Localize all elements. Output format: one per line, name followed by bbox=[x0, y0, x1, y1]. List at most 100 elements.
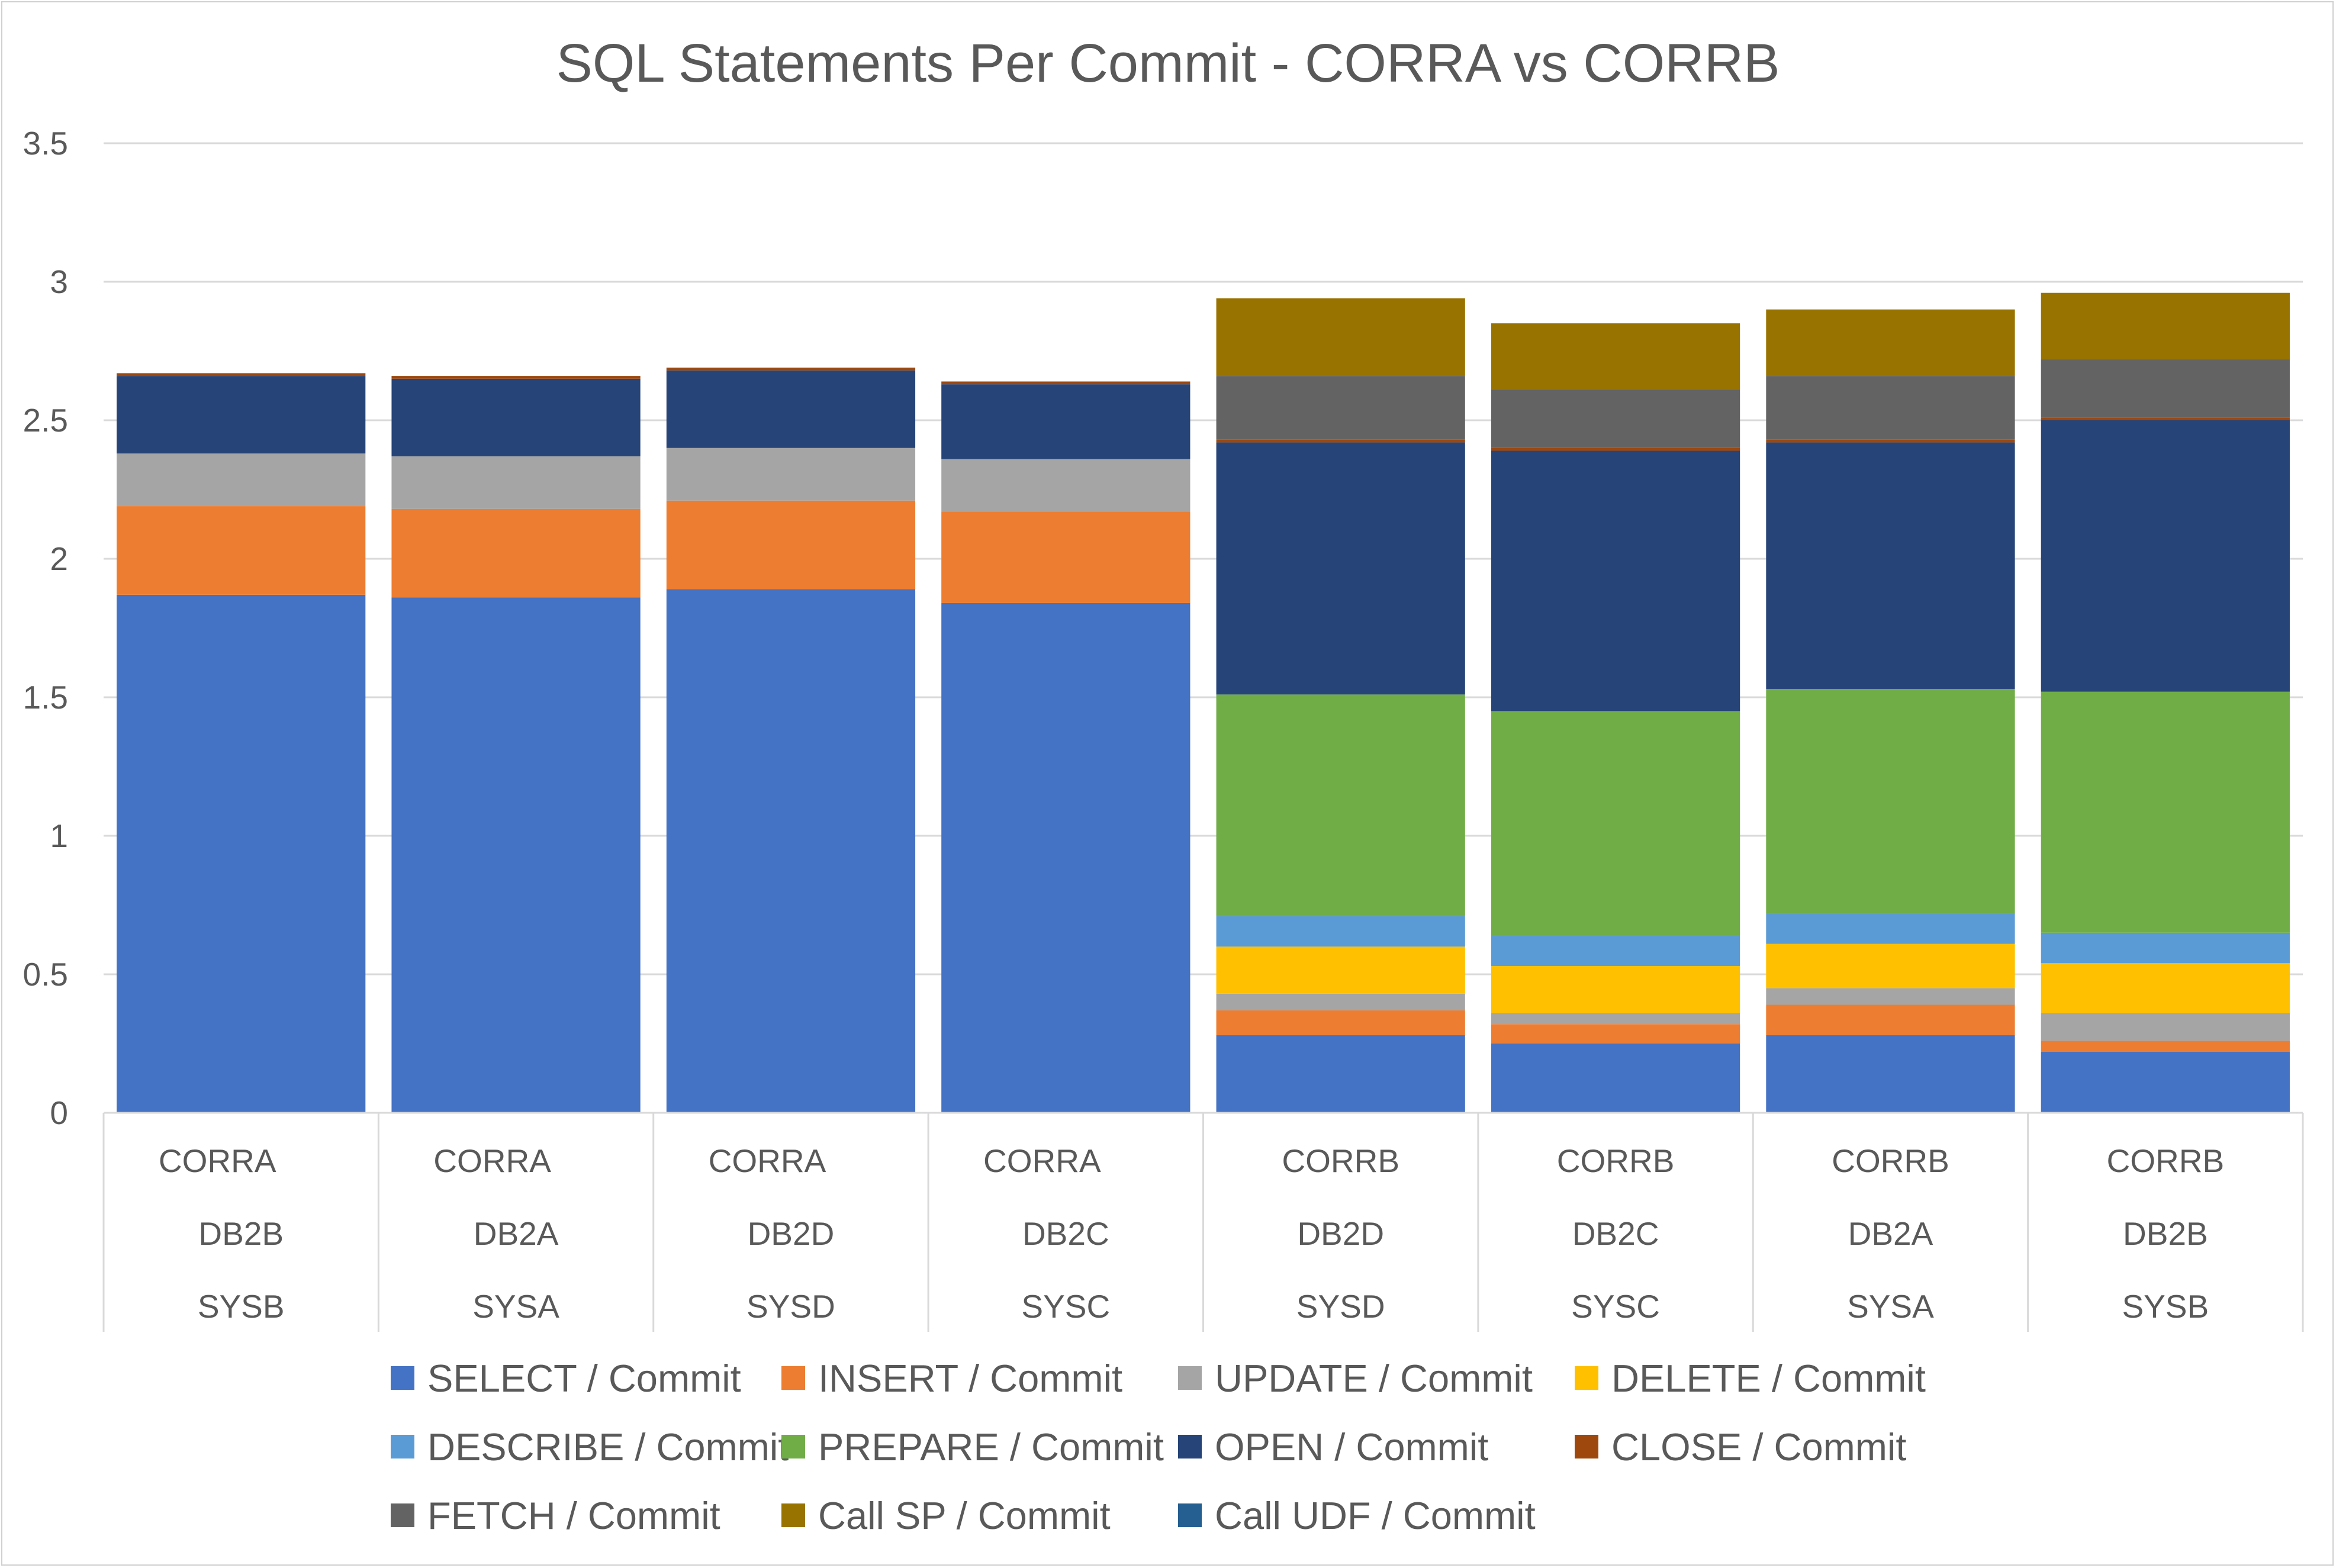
legend-label: Call UDF / Commit bbox=[1215, 1494, 1536, 1537]
bar-segment bbox=[117, 506, 366, 595]
y-tick-label: 1.5 bbox=[23, 679, 68, 716]
bar-segment bbox=[1216, 694, 1465, 916]
bar-segment bbox=[1491, 965, 1740, 1013]
x-category-label: SYSD bbox=[747, 1288, 835, 1325]
legend-item: INSERT / Commit bbox=[781, 1357, 1122, 1400]
y-tick-label: 0 bbox=[50, 1094, 68, 1131]
legend-label: FETCH / Commit bbox=[427, 1494, 720, 1537]
bar-segment bbox=[1216, 298, 1465, 376]
bar-segment bbox=[2041, 1052, 2290, 1113]
x-category-label: DB2A bbox=[474, 1215, 559, 1252]
bar-segment bbox=[1216, 376, 1465, 440]
bar-segment bbox=[1216, 946, 1465, 994]
legend-item: FETCH / Commit bbox=[391, 1494, 720, 1537]
bar-segment bbox=[1216, 993, 1465, 1010]
legend-label: PREPARE / Commit bbox=[818, 1425, 1164, 1469]
bar-segment bbox=[2041, 292, 2290, 360]
x-category-label: SYSA bbox=[472, 1288, 559, 1325]
x-category-label: SYSB bbox=[2122, 1288, 2209, 1325]
legend-label: DESCRIBE / Commit bbox=[427, 1425, 789, 1469]
bar-segment bbox=[1491, 323, 1740, 390]
legend-label: OPEN / Commit bbox=[1215, 1425, 1488, 1469]
legend-label: INSERT / Commit bbox=[818, 1357, 1122, 1400]
bar-stack bbox=[391, 376, 641, 1113]
bar-stack bbox=[666, 368, 916, 1113]
bar-stack bbox=[1216, 298, 1465, 1113]
x-category-label: CORRA bbox=[159, 1142, 276, 1179]
bar-segment bbox=[1216, 439, 1465, 443]
bar-segment bbox=[2041, 420, 2290, 692]
legend-label: UPDATE / Commit bbox=[1215, 1357, 1533, 1400]
legend-label: CLOSE / Commit bbox=[1611, 1425, 1906, 1469]
bar-segment bbox=[1491, 935, 1740, 966]
bar-segment bbox=[391, 597, 641, 1113]
y-tick-label: 1 bbox=[50, 817, 68, 854]
bar-segment bbox=[1491, 389, 1740, 448]
bar-segment bbox=[117, 376, 366, 454]
legend-swatch bbox=[1575, 1366, 1598, 1390]
x-category-label: SYSC bbox=[1571, 1288, 1660, 1325]
bar-segment bbox=[941, 511, 1190, 603]
y-tick-label: 3.5 bbox=[23, 125, 68, 162]
legend-item: OPEN / Commit bbox=[1178, 1425, 1488, 1469]
x-category-label: SYSA bbox=[1847, 1288, 1934, 1325]
bar-stack bbox=[1766, 309, 2015, 1113]
bar-segment bbox=[391, 456, 641, 509]
chart-title: SQL Statements Per Commit - CORRA vs COR… bbox=[556, 33, 1780, 94]
y-tick-label: 3 bbox=[50, 263, 68, 300]
bar-segment bbox=[1216, 916, 1465, 947]
bar-segment bbox=[2041, 1041, 2290, 1052]
legend-item: PREPARE / Commit bbox=[781, 1425, 1164, 1469]
x-category-label: CORRA bbox=[983, 1142, 1101, 1179]
x-category-label: SYSD bbox=[1296, 1288, 1385, 1325]
legend-swatch bbox=[1178, 1435, 1202, 1458]
bar-segment bbox=[941, 603, 1190, 1113]
legend-swatch bbox=[781, 1366, 805, 1390]
bar-segment bbox=[1491, 450, 1740, 711]
y-tick-label: 2 bbox=[50, 540, 68, 577]
bar-segment bbox=[666, 500, 916, 590]
legend-item: Call SP / Commit bbox=[781, 1494, 1111, 1537]
bar-segment bbox=[941, 459, 1190, 512]
legend-item: DELETE / Commit bbox=[1575, 1357, 1926, 1400]
legend-item: CLOSE / Commit bbox=[1575, 1425, 1906, 1469]
bar-segment bbox=[2041, 1013, 2290, 1041]
bar-segment bbox=[1766, 1004, 2015, 1035]
y-axis-ticks: 0 0.5 1 1.5 2 2.5 3 3.5 bbox=[23, 125, 68, 1131]
legend-item: DESCRIBE / Commit bbox=[391, 1425, 789, 1469]
bar-stack bbox=[117, 373, 366, 1113]
bar-segment bbox=[1766, 688, 2015, 914]
legend-swatch bbox=[1575, 1435, 1598, 1458]
legend-item: Call UDF / Commit bbox=[1178, 1494, 1536, 1537]
bar-segment bbox=[1766, 944, 2015, 989]
bar-segment bbox=[2041, 359, 2290, 418]
legend: SELECT / Commit INSERT / Commit UPDATE / C… bbox=[391, 1357, 1926, 1537]
bar-stack bbox=[941, 381, 1190, 1113]
bar-segment bbox=[1766, 309, 2015, 376]
bar-segment bbox=[1766, 1035, 2015, 1113]
bar-segment bbox=[1766, 442, 2015, 689]
bar-segment bbox=[391, 376, 641, 379]
bar-segment bbox=[117, 453, 366, 507]
bar-segment bbox=[2041, 417, 2290, 420]
x-category-label: DB2D bbox=[1297, 1215, 1384, 1252]
x-category-label: SYSB bbox=[198, 1288, 285, 1325]
bar-segment bbox=[2041, 932, 2290, 964]
bar-segment bbox=[391, 378, 641, 456]
bar-segment bbox=[666, 447, 916, 501]
x-category-label: DB2A bbox=[1848, 1215, 1933, 1252]
bar-segment bbox=[1766, 913, 2015, 944]
bar-segment bbox=[666, 589, 916, 1113]
legend-label: SELECT / Commit bbox=[427, 1357, 741, 1400]
bar-segment bbox=[117, 594, 366, 1113]
legend-swatch bbox=[391, 1503, 414, 1527]
x-category-label: CORRA bbox=[709, 1142, 826, 1179]
bar-segment bbox=[1216, 1010, 1465, 1035]
bar-segment bbox=[1216, 1035, 1465, 1113]
x-category-label: DB2D bbox=[748, 1215, 835, 1252]
x-axis: CORRA DB2B SYSB CORRA DB2A SYSA CORRA DB2D SYSD C… bbox=[102, 1112, 2304, 1332]
x-category-label: DB2B bbox=[198, 1215, 284, 1252]
x-category-label: CORRB bbox=[1282, 1142, 1399, 1179]
bar-segment bbox=[1491, 1024, 1740, 1044]
bar-stack bbox=[1491, 323, 1740, 1113]
